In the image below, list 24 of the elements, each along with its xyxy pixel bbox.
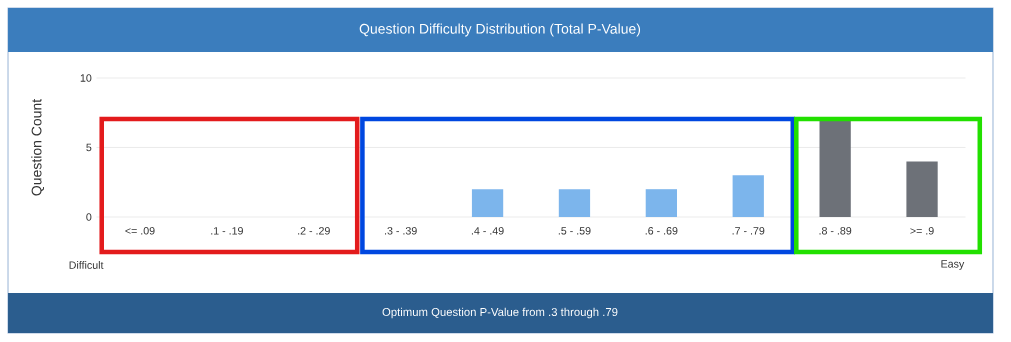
x-tick-label: .8 - .89: [819, 227, 852, 235]
y-axis-title: Question Count: [31, 98, 45, 196]
text: Difficult: [69, 261, 104, 269]
x-tick-label: .2 - .29: [298, 227, 330, 235]
x-tick-label: .3 - .39: [385, 227, 417, 235]
x-tick-label: >= .9: [910, 227, 934, 235]
text: Optimum Question P-Value from .3 through .79: [382, 307, 618, 319]
bar: [558, 189, 591, 217]
bar: [732, 175, 764, 217]
x-tick-label: .6 - .69: [645, 227, 678, 235]
x-tick-label: .5 - .59: [558, 227, 591, 235]
bar: [906, 161, 938, 217]
chart-title: Question Difficulty Distribution (Total P-Value): [359, 23, 641, 37]
bar: [645, 189, 677, 217]
x-tick-label: <= .09: [125, 227, 155, 235]
text: Easy: [941, 260, 965, 270]
bar: [819, 119, 851, 217]
y-tick-label: 0: [86, 213, 92, 221]
x-tick-label: .7 - .79: [732, 227, 765, 235]
y-tick-label: 10: [80, 74, 92, 82]
x-tick-label: .4 - .49: [471, 227, 504, 235]
x-tick-label: .1 - .19: [211, 227, 243, 235]
bar: [471, 189, 504, 217]
y-tick-label: 5: [86, 143, 92, 152]
